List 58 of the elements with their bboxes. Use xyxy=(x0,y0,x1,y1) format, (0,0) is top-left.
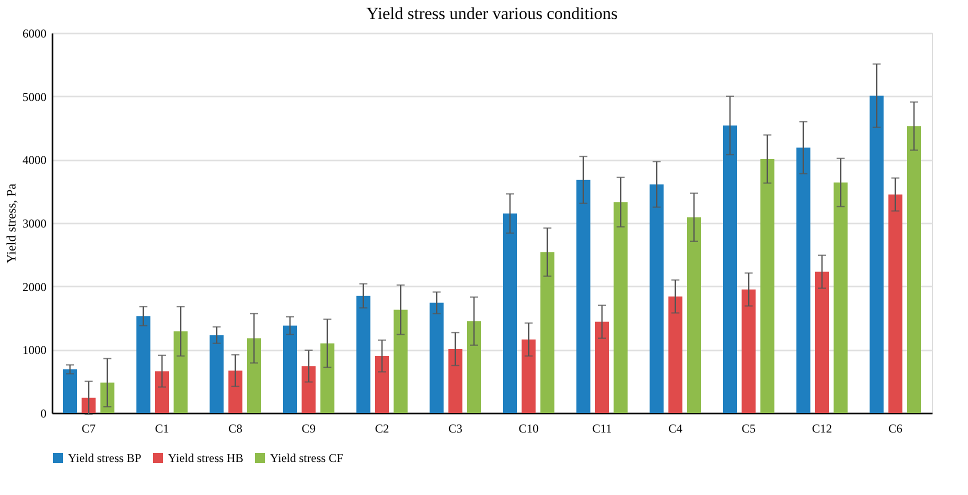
bar xyxy=(375,356,389,413)
legend-label: Yield stress HB xyxy=(168,451,244,465)
bar xyxy=(888,194,902,413)
bar xyxy=(448,349,462,413)
x-tick-label: C7 xyxy=(82,422,96,436)
bar xyxy=(907,126,921,413)
bar xyxy=(760,159,774,413)
x-tick-label: C11 xyxy=(592,422,612,436)
bar xyxy=(503,214,517,413)
x-tick-label: C2 xyxy=(374,422,390,436)
x-tick-label: C4 xyxy=(668,422,682,436)
y-axis-title: Yield stress, Pa xyxy=(4,183,18,264)
y-tick-label: 0 xyxy=(40,406,46,420)
bar xyxy=(614,202,628,413)
bar xyxy=(870,96,884,413)
bar xyxy=(63,369,77,413)
y-tick-label: 3000 xyxy=(22,216,46,230)
bar xyxy=(247,338,261,413)
legend-label: Yield stress CF xyxy=(270,451,344,465)
bar xyxy=(467,321,481,413)
bar xyxy=(540,252,554,413)
bar xyxy=(668,296,682,413)
bar xyxy=(815,272,829,413)
x-tick-label: C12 xyxy=(812,422,832,436)
bar xyxy=(742,290,756,413)
x-tick-label: C3 xyxy=(448,422,462,436)
x-tick-label: C8 xyxy=(228,422,242,436)
bar xyxy=(650,184,664,413)
bar xyxy=(356,296,370,413)
bar xyxy=(522,340,536,413)
x-tick-label: C9 xyxy=(302,422,316,436)
bar xyxy=(796,148,810,413)
bar xyxy=(723,125,737,413)
bar xyxy=(430,302,444,413)
x-tick-label: C10 xyxy=(518,422,539,436)
x-tick-label: C1 xyxy=(154,422,170,436)
y-tick-label: 6000 xyxy=(22,26,46,40)
y-tick-label: 5000 xyxy=(22,90,46,104)
bar xyxy=(136,316,150,413)
bar xyxy=(834,182,848,413)
y-tick-label: 1000 xyxy=(22,343,46,358)
chart-title: Yield stress under various conditions xyxy=(366,4,618,23)
bar xyxy=(228,370,242,413)
y-tick-label: 4000 xyxy=(22,153,46,168)
x-tick-label: C6 xyxy=(888,422,902,436)
legend-label: Yield stress BP xyxy=(68,451,142,465)
bar xyxy=(687,217,701,413)
bar xyxy=(302,366,316,413)
x-tick-label: C5 xyxy=(742,422,756,436)
bar xyxy=(210,335,224,413)
bar xyxy=(320,343,334,413)
bar xyxy=(394,310,408,413)
bar xyxy=(595,322,609,413)
bar xyxy=(576,180,590,413)
bar xyxy=(155,371,169,413)
y-tick-label: 2000 xyxy=(22,280,46,294)
bar xyxy=(283,326,297,413)
bar xyxy=(174,331,188,413)
